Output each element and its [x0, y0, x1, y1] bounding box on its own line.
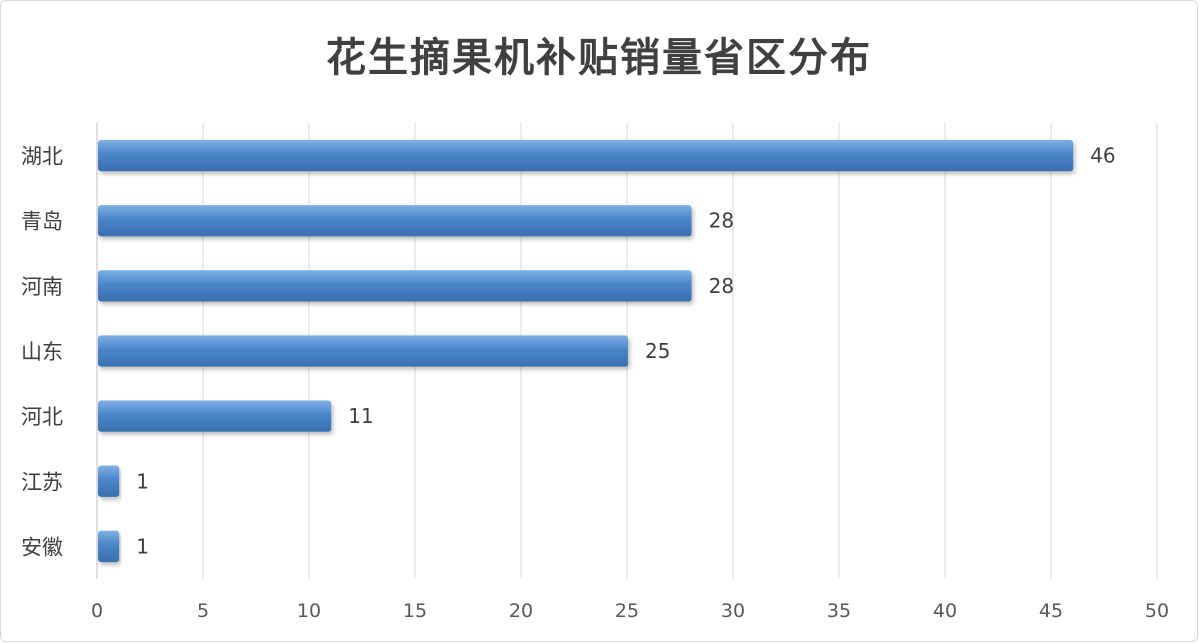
data-label: 46 [1090, 144, 1115, 168]
category-label: 安徽 [21, 535, 63, 559]
x-tick-label: 5 [197, 600, 209, 622]
x-tick-label: 50 [1145, 600, 1169, 622]
bar [98, 530, 120, 563]
category-label: 湖北 [21, 145, 63, 169]
data-label: 25 [645, 339, 670, 363]
data-label: 28 [709, 274, 734, 298]
category-label: 江苏 [21, 470, 63, 494]
category-label: 山东 [21, 340, 63, 364]
bar [98, 139, 1074, 172]
category-label: 河北 [21, 405, 63, 429]
bars [98, 139, 1074, 563]
labels: 湖北 46 青岛 28 河南 28 山东 25 河北 11 江苏 1 安徽 1 [21, 144, 1116, 560]
x-tick-label: 25 [615, 600, 639, 622]
x-tick-label: 40 [933, 600, 957, 622]
bar [98, 335, 628, 367]
x-tick-label: 15 [403, 600, 427, 622]
axis: 0 5 10 15 20 25 30 35 40 45 50 [91, 123, 1169, 622]
bar [98, 400, 332, 432]
x-tick-label: 10 [297, 600, 321, 622]
data-label: 11 [348, 404, 373, 428]
bar [98, 270, 692, 302]
category-label: 青岛 [21, 210, 63, 234]
chart-title: 花生摘果机补贴销量省区分布 [326, 35, 872, 81]
x-tick-label: 0 [91, 600, 103, 622]
category-label: 河南 [21, 275, 63, 299]
x-tick-label: 20 [509, 600, 533, 622]
data-label: 1 [136, 534, 149, 558]
x-tick-label: 35 [827, 600, 851, 622]
bar [98, 205, 692, 237]
x-tick-label: 45 [1039, 600, 1063, 622]
data-label: 1 [136, 469, 149, 493]
bar [98, 465, 120, 497]
data-label: 28 [709, 209, 734, 233]
x-tick-label: 30 [721, 600, 745, 622]
